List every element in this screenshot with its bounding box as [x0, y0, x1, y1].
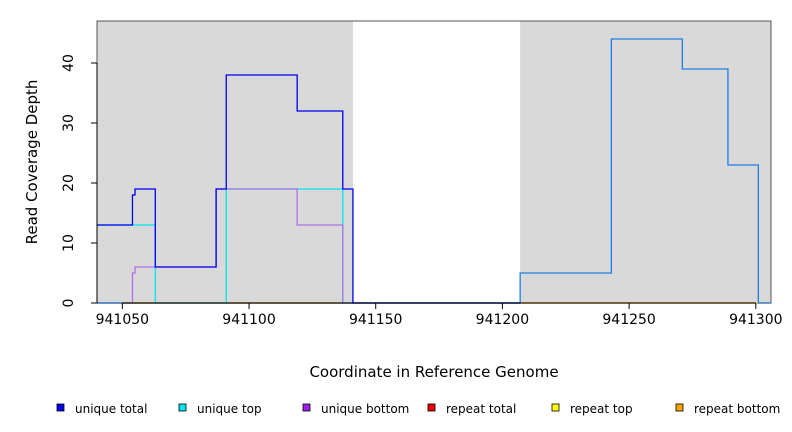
x-tick-label: 941250 [602, 312, 655, 328]
legend-label: unique top [197, 402, 262, 416]
x-tick-label: 941200 [476, 312, 529, 328]
y-tick-label: 10 [61, 234, 77, 252]
legend-swatch [551, 403, 560, 412]
shaded-region [520, 21, 771, 303]
legend: unique total unique top unique bottom repea… [56, 402, 780, 416]
x-tick-label: 941100 [222, 312, 275, 328]
legend-label: repeat bottom [694, 402, 780, 416]
legend-item: repeat bottom [675, 402, 780, 416]
y-tick-label: 0 [61, 299, 77, 308]
axes: 941050 941100 941150 941200 941250 941300 0 10 2… [61, 54, 783, 328]
x-tick-label: 941050 [96, 312, 149, 328]
y-axis-title: Read Coverage Depth [23, 80, 41, 245]
x-tick-label: 941150 [349, 312, 402, 328]
y-tick-label: 30 [61, 114, 77, 132]
legend-item: unique bottom [302, 402, 409, 416]
y-tick-label: 20 [61, 174, 77, 192]
series-line-unique-total [97, 74, 521, 304]
legend-label: repeat top [570, 402, 633, 416]
shaded-region [97, 21, 353, 303]
legend-label: unique bottom [321, 402, 409, 416]
shaded-regions [97, 21, 771, 303]
legend-swatch [675, 403, 684, 412]
legend-label: unique total [75, 402, 147, 416]
legend-label: repeat total [446, 402, 516, 416]
legend-swatch [302, 403, 311, 412]
legend-item: repeat total [427, 402, 516, 416]
x-tick-label: 941300 [729, 312, 782, 328]
legend-item: unique total [56, 402, 147, 416]
legend-swatch [427, 403, 436, 412]
series-line-coverage [97, 38, 771, 304]
legend-item: repeat top [551, 402, 633, 416]
legend-item: unique top [178, 402, 262, 416]
legend-swatch [56, 403, 65, 412]
y-tick-label: 40 [61, 54, 77, 72]
legend-swatch [178, 403, 187, 412]
x-axis-title: Coordinate in Reference Genome [309, 363, 558, 381]
